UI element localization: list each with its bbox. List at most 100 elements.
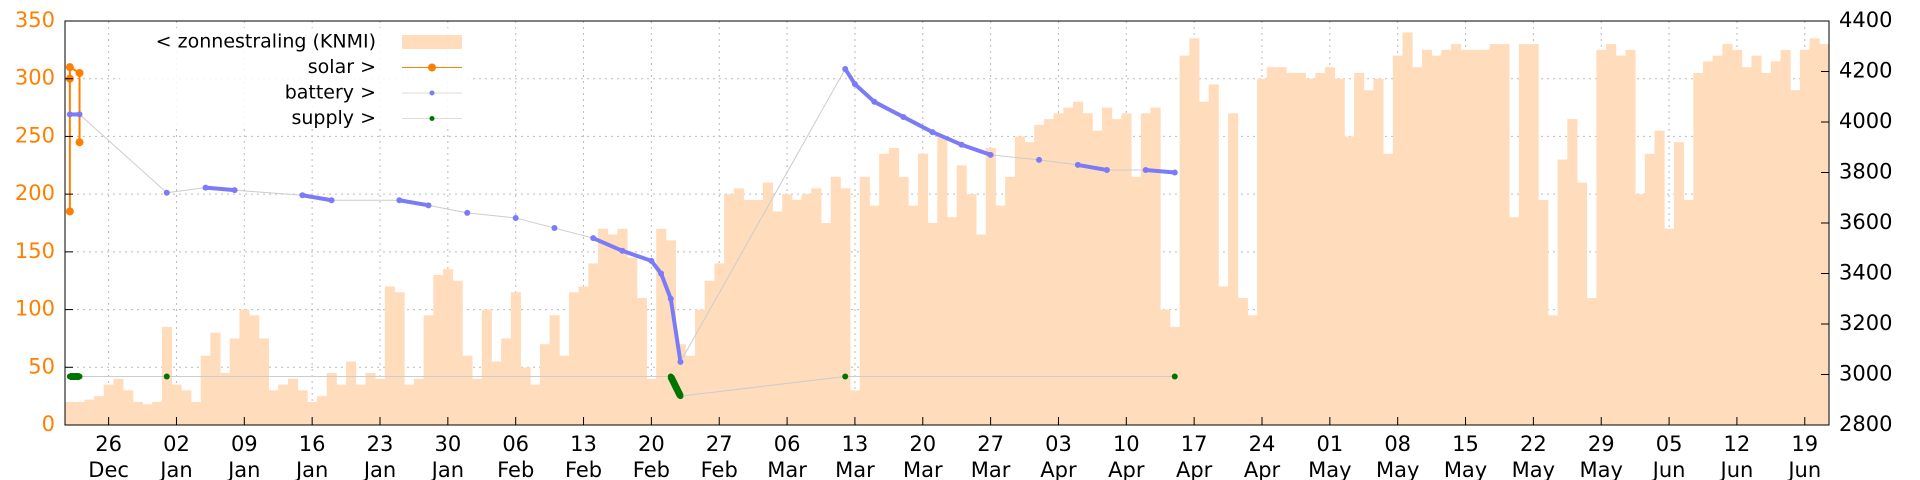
connector — [1077, 162, 1108, 172]
x-tick-label: 26 Dec — [88, 432, 129, 480]
bar — [1228, 113, 1239, 425]
bar — [937, 136, 948, 425]
y-tick-label: 350 — [15, 8, 55, 32]
bar — [520, 367, 531, 425]
bar — [569, 292, 580, 425]
bar — [375, 378, 386, 425]
bar — [1043, 119, 1055, 425]
bar — [1344, 136, 1355, 425]
bar — [1276, 67, 1287, 426]
connector — [1145, 167, 1175, 175]
bar — [84, 399, 95, 425]
bar — [976, 234, 987, 425]
bar — [346, 361, 357, 425]
bar — [501, 338, 512, 425]
bar — [1470, 49, 1481, 425]
bar — [1654, 130, 1665, 425]
bar — [74, 401, 85, 425]
bar — [1334, 78, 1345, 425]
bar — [103, 384, 114, 425]
point — [987, 151, 994, 158]
y2-tick-label: 3800 — [1839, 160, 1892, 184]
bar — [1528, 44, 1539, 425]
point — [658, 270, 665, 277]
bar — [665, 240, 677, 425]
bar — [404, 384, 415, 425]
bar — [200, 355, 211, 425]
bar — [1780, 49, 1791, 425]
point — [851, 81, 858, 88]
x-tick-label: 08 May — [1376, 432, 1419, 480]
x-tick-label: 16 Jan — [294, 432, 328, 480]
bar — [956, 165, 967, 426]
point — [929, 129, 936, 136]
point — [464, 209, 471, 216]
point — [1171, 373, 1178, 380]
y2-tick-label: 4200 — [1839, 59, 1892, 83]
point — [76, 111, 83, 118]
point — [512, 214, 519, 221]
bar — [94, 396, 105, 425]
bar — [472, 378, 483, 425]
bar — [413, 378, 425, 425]
x-tick-label: 02 Jan — [158, 432, 192, 480]
x-tick-label: 20 Mar — [903, 432, 943, 480]
bar — [1305, 78, 1316, 425]
y-tick-label: 300 — [15, 66, 55, 90]
bar — [1761, 72, 1772, 425]
bar — [1266, 67, 1277, 426]
bar — [123, 390, 134, 425]
connector — [234, 189, 303, 196]
bar — [394, 292, 405, 425]
x-tick-label: 13 Feb — [565, 432, 602, 480]
lines — [65, 63, 1178, 400]
legend-dot — [429, 90, 435, 96]
bar — [1179, 55, 1190, 425]
bar — [1770, 61, 1781, 426]
y2-tick-label: 2800 — [1839, 412, 1892, 436]
bar — [1693, 72, 1704, 425]
point — [900, 113, 907, 120]
x-tick-label: 06 Mar — [767, 432, 807, 480]
point — [75, 68, 84, 77]
bar — [1218, 286, 1229, 425]
bar — [1121, 113, 1132, 425]
bar — [1489, 44, 1500, 425]
connector — [515, 217, 555, 229]
bar — [1499, 44, 1510, 425]
bar — [656, 228, 667, 425]
bar — [782, 194, 793, 425]
x-tick-label: 27 Mar — [971, 432, 1011, 480]
bar — [1363, 90, 1374, 425]
bar — [336, 384, 347, 425]
bar — [1596, 49, 1607, 425]
bar — [1431, 55, 1442, 425]
point — [677, 358, 684, 365]
point — [396, 197, 403, 204]
connector — [667, 374, 684, 398]
point — [299, 192, 306, 199]
bar — [1790, 90, 1801, 425]
connector — [621, 248, 653, 263]
x-tick-label: 06 Feb — [497, 432, 534, 480]
bar — [801, 194, 812, 425]
bar — [1480, 49, 1491, 425]
point — [1142, 166, 1149, 173]
bar — [1150, 107, 1161, 426]
point — [842, 65, 849, 72]
x-tick-label: 19 Jun — [1786, 432, 1821, 480]
bar — [1751, 55, 1762, 425]
bar — [947, 217, 958, 425]
bar — [753, 199, 764, 425]
point — [66, 373, 73, 380]
bar — [636, 298, 647, 425]
connector — [990, 154, 1040, 161]
legend: < zonnestraling (KNMI) solar > battery > su… — [120, 28, 470, 129]
bar — [191, 401, 202, 425]
bar — [433, 274, 444, 425]
x-tick-label: 12 Jun — [1719, 432, 1754, 480]
bar — [132, 401, 143, 425]
bar — [355, 384, 366, 425]
bar — [1819, 44, 1830, 425]
